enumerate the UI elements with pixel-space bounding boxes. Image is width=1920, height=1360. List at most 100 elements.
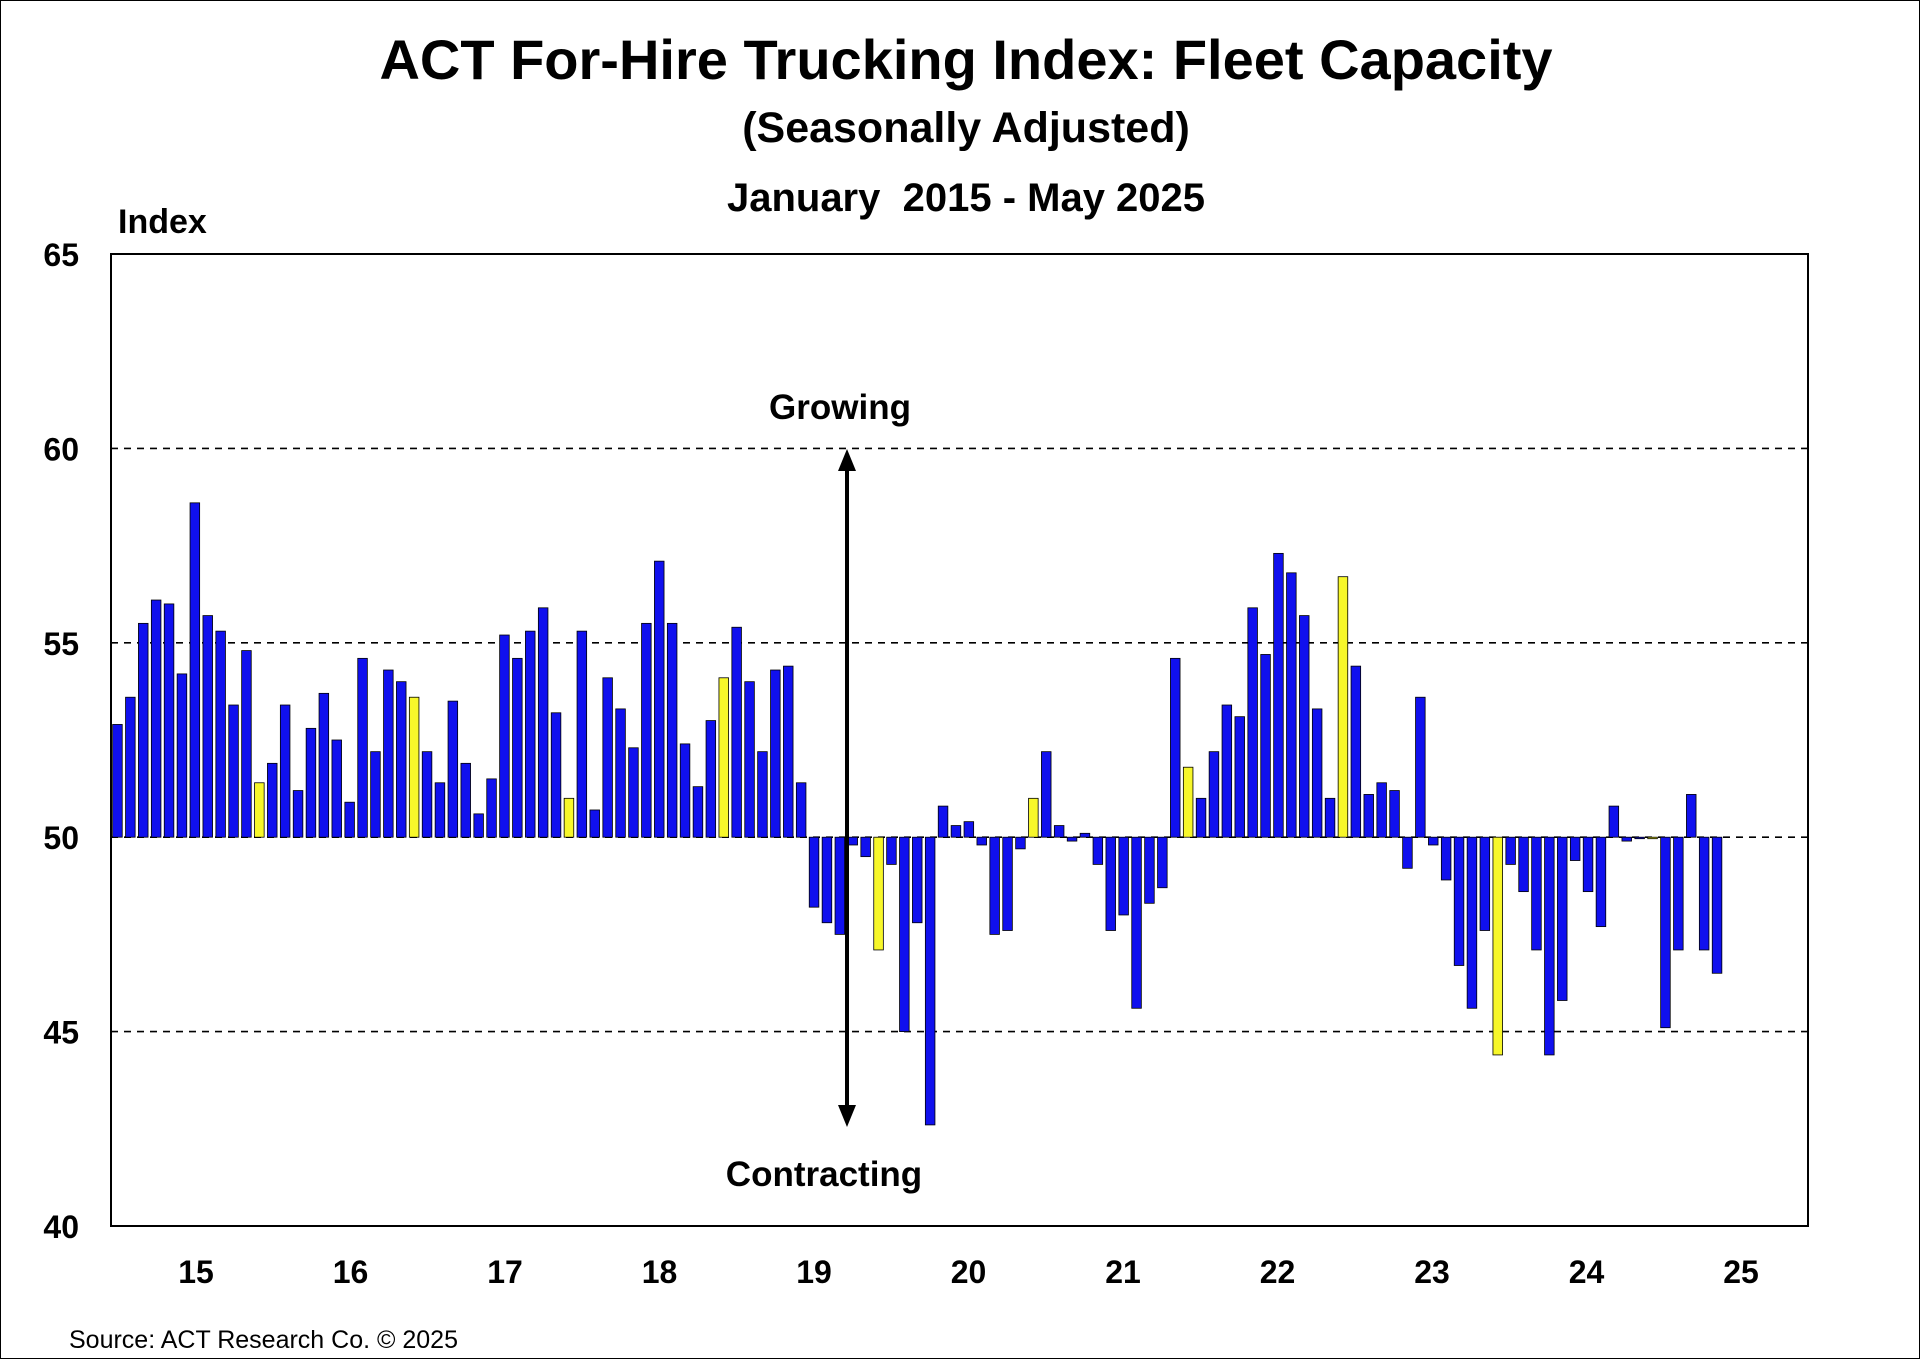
bar-2017-10 [537, 607, 549, 838]
bar-2016-08 [357, 657, 368, 838]
bar-2018-08 [666, 622, 678, 838]
bar-2024-09 [1608, 805, 1620, 838]
bar-2019-12 [873, 836, 884, 951]
bar-2021-10 [1157, 836, 1168, 889]
bar-2024-06 [1569, 836, 1581, 861]
bar-2015-11 [241, 650, 252, 838]
bar-2017-01 [421, 751, 433, 838]
bar-2017-07 [499, 634, 510, 838]
bar-2024-08 [1595, 836, 1607, 928]
bar-2020-12 [1028, 797, 1039, 838]
bar-2025-02 [1673, 836, 1684, 951]
bar-2022-12 [1337, 576, 1349, 838]
y-tick-labels: 40 45 50 55 60 65 [43, 237, 79, 1245]
bar-2021-09 [1144, 836, 1155, 904]
bar-2019-03 [757, 751, 768, 838]
bar-2017-11 [550, 712, 562, 838]
bar-2015-02 [125, 696, 136, 838]
bar-2021-01 [1041, 751, 1052, 838]
x-tick-label: 15 [178, 1254, 214, 1290]
y-tick-label: 50 [43, 820, 79, 856]
annotation-growing: Growing [769, 388, 911, 427]
bar-2020-02 [899, 836, 910, 1033]
bar-2018-05 [628, 747, 639, 838]
x-tick-label: 19 [796, 1254, 832, 1290]
bar-2021-04 [1079, 832, 1091, 838]
x-tick-label: 25 [1723, 1254, 1759, 1290]
bar-2019-07 [808, 836, 820, 908]
bar-2019-08 [821, 836, 833, 924]
bar-2024-04 [1544, 836, 1555, 1056]
bar-2022-05 [1247, 607, 1258, 838]
x-tick-label: 18 [642, 1254, 678, 1290]
bar-2016-02 [279, 704, 291, 838]
bar-2018-04 [615, 708, 626, 838]
bar-2017-02 [434, 782, 446, 838]
bar-2021-02 [1053, 825, 1065, 838]
bar-2023-08 [1440, 836, 1452, 881]
bar-2016-05 [318, 692, 330, 838]
bar-2024-01 [1505, 836, 1516, 865]
bar-2021-08 [1131, 836, 1142, 1009]
bar-2023-10 [1466, 836, 1478, 1009]
bar-2016-06 [331, 739, 342, 838]
bar-2020-03 [912, 836, 923, 924]
bar-2023-11 [1479, 836, 1491, 931]
bars [112, 502, 1723, 1126]
bar-2015-06 [176, 673, 188, 838]
bar-2018-03 [602, 677, 613, 838]
x-tick-label: 23 [1414, 1254, 1450, 1290]
x-tick-label: 16 [333, 1254, 369, 1290]
bar-2015-08 [202, 615, 213, 838]
bar-2024-05 [1557, 836, 1568, 1001]
bar-2023-09 [1453, 836, 1465, 966]
bar-2016-09 [370, 751, 381, 838]
bar-2021-07 [1118, 836, 1129, 916]
bar-2024-03 [1531, 836, 1542, 951]
bar-2016-01 [267, 762, 278, 838]
bar-2024-02 [1518, 836, 1529, 893]
bar-2019-05 [783, 665, 794, 838]
x-tick-label: 24 [1569, 1254, 1605, 1290]
bar-2022-03 [1221, 704, 1233, 838]
y-tick-label: 55 [43, 626, 79, 662]
bar-2016-12 [408, 696, 420, 838]
y-tick-label: 45 [43, 1015, 79, 1051]
bar-2022-02 [1208, 751, 1220, 838]
bar-2021-11 [1170, 657, 1181, 838]
bar-2020-09 [989, 836, 1000, 935]
bar-2018-07 [654, 560, 665, 838]
bar-2017-08 [512, 657, 523, 838]
plot-area-border [110, 253, 1809, 1227]
bar-2022-07 [1273, 552, 1284, 838]
chart-title: ACT For-Hire Trucking Index: Fleet Capac… [379, 28, 1552, 91]
growing-contracting-arrow [838, 449, 856, 1127]
bar-2025-05 [1711, 836, 1723, 974]
bar-2023-01 [1350, 665, 1362, 838]
bar-2015-10 [228, 704, 239, 838]
bar-2015-09 [215, 630, 226, 838]
x-tick-labels: 15 16 17 18 19 20 21 22 23 24 25 [178, 1254, 1759, 1290]
source-note: Source: ACT Research Co. © 2025 [69, 1326, 458, 1354]
bar-2024-07 [1582, 836, 1594, 893]
bar-2015-04 [150, 599, 162, 838]
bar-2019-10 [847, 836, 858, 846]
bar-2016-04 [305, 727, 317, 838]
bar-2019-09 [834, 836, 846, 935]
chart-date-range: January 2015 - May 2025 [727, 176, 1205, 220]
bar-2015-12 [254, 782, 265, 838]
bar-2021-03 [1066, 836, 1078, 842]
bar-2019-02 [744, 681, 755, 838]
x-tick-label: 20 [951, 1254, 987, 1290]
y-axis-label: Index [118, 203, 207, 241]
bar-2018-10 [692, 786, 704, 838]
bar-2023-02 [1363, 794, 1374, 838]
bar-2020-05 [937, 805, 949, 838]
bar-2015-07 [189, 502, 201, 838]
bar-2023-03 [1376, 782, 1387, 838]
bar-2017-06 [486, 778, 497, 838]
bar-2020-01 [886, 836, 897, 865]
bar-2023-07 [1428, 836, 1439, 846]
bar-2024-12 [1647, 836, 1658, 840]
bar-2019-06 [795, 782, 807, 838]
